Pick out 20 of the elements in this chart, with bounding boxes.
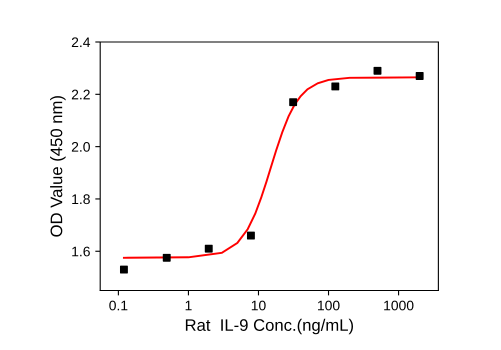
point: [204, 244, 213, 253]
x-tick-label: 1000: [384, 300, 414, 310]
point: [416, 72, 424, 80]
y-tick-label: 2.4: [72, 37, 90, 48]
point: [289, 98, 298, 106]
y-tick-label: 1.6: [72, 246, 90, 256]
point: [331, 82, 340, 90]
x-tick-label: 100: [318, 300, 340, 310]
x-tick-label: 10: [252, 300, 266, 310]
y-tick-label: 2.2: [72, 90, 90, 100]
point: [162, 254, 171, 262]
y-tick-label: 2.0: [72, 142, 90, 152]
point: [120, 266, 128, 274]
y-tick-label: 1.8: [72, 194, 90, 204]
x-axis-title: Rat IL-9 Conc.(ng/mL): [186, 318, 354, 334]
y-axis-title: OD Value (450 nm): [50, 96, 66, 237]
x-tick-label: 1: [186, 300, 192, 310]
point: [374, 66, 382, 75]
x-tick-label: 0.1: [109, 300, 128, 310]
point: [246, 232, 255, 240]
